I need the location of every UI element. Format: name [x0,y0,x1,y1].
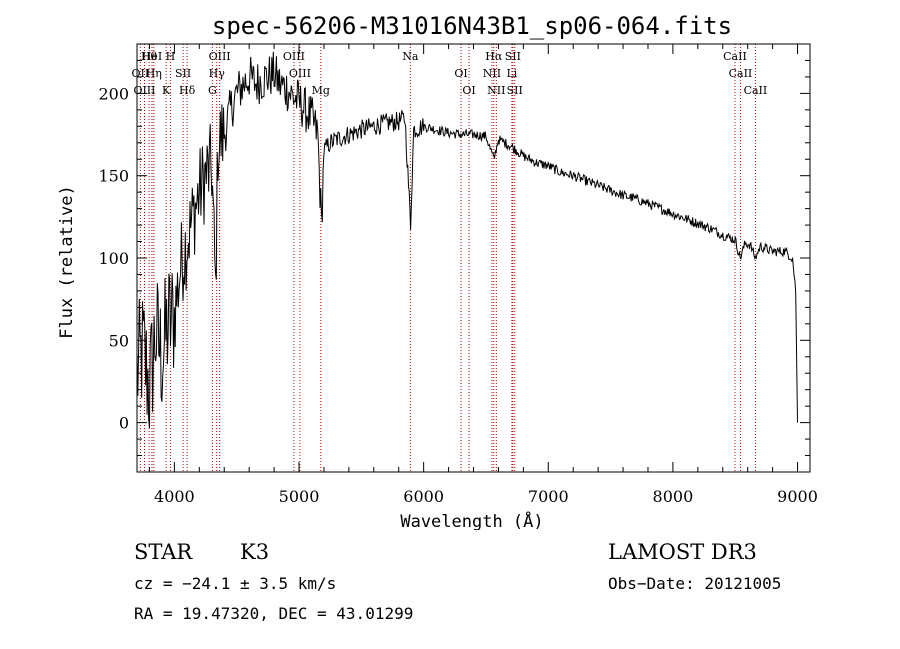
line-label: Na [402,50,419,63]
line-label: Li [506,67,517,80]
line-label: Hα [485,50,503,63]
line-label: OII [132,67,150,80]
line-label: SII [175,67,191,80]
line-label: OIII [289,67,311,80]
x-tick-label: 8000 [653,487,694,506]
y-axis: 0 50 100 150 200 [98,59,810,457]
y-tick-label: 150 [98,167,129,186]
chart-title: spec-56206-M31016N43B1_sp06-064.fits [212,12,732,40]
x-tick-label: 7000 [528,487,569,506]
line-label: G [208,84,217,97]
y-axis-label: Flux (relative) [57,185,77,339]
line-label: Hθ [141,50,158,63]
object-class: STAR [134,540,193,564]
spectral-line-labels: HθOIIOIIIHeIHηKHSIIHδOIIIHγGOIIIOIIIMgNa… [132,50,768,97]
line-label: OIII [209,50,231,63]
line-label: CaII [723,50,747,63]
x-axis-label: Wavelength (Å) [400,510,543,530]
line-label: CaII [744,84,768,97]
line-label: K [162,84,171,97]
line-label: Hγ [209,67,226,80]
x-tick-label: 4000 [154,487,195,506]
line-label: SII [505,50,521,63]
x-tick-label: 5000 [279,487,320,506]
y-tick-label: 200 [98,84,129,103]
spectral-line-markers [139,44,756,472]
line-label: NII [487,84,505,97]
x-axis: 4000 5000 6000 7000 8000 9000 [148,44,818,506]
y-tick-label: 50 [109,331,129,350]
spectrum-chart: spec-56206-M31016N43B1_sp06-064.fits 400… [57,12,818,530]
x-tick-label: 6000 [403,487,444,506]
line-label: H [166,50,176,63]
object-subclass: K3 [240,540,270,564]
line-label: Mg [312,84,330,97]
line-label: CaII [729,67,753,80]
x-tick-label: 9000 [777,487,818,506]
line-label: OI [462,84,475,97]
y-tick-label: 0 [119,414,129,433]
coordinates-text: RA = 19.47320, DEC = 43.01299 [134,604,414,623]
line-label: HeI [142,50,162,63]
line-label: OIII [133,84,155,97]
line-label: Hδ [179,84,196,97]
line-label: SII [507,84,523,97]
survey-name: LAMOST DR3 [608,540,757,564]
line-label: OI [454,67,467,80]
redshift-text: cz = −24.1 ± 3.5 km/s [134,574,337,593]
line-label: Hη [146,67,162,80]
plot-frame [136,43,811,473]
line-label: OIII [283,50,305,63]
observation-date: Obs−Date: 20121005 [608,574,782,593]
line-label: NII [483,67,501,80]
y-tick-label: 100 [98,249,129,268]
spectrum-series [136,51,798,429]
